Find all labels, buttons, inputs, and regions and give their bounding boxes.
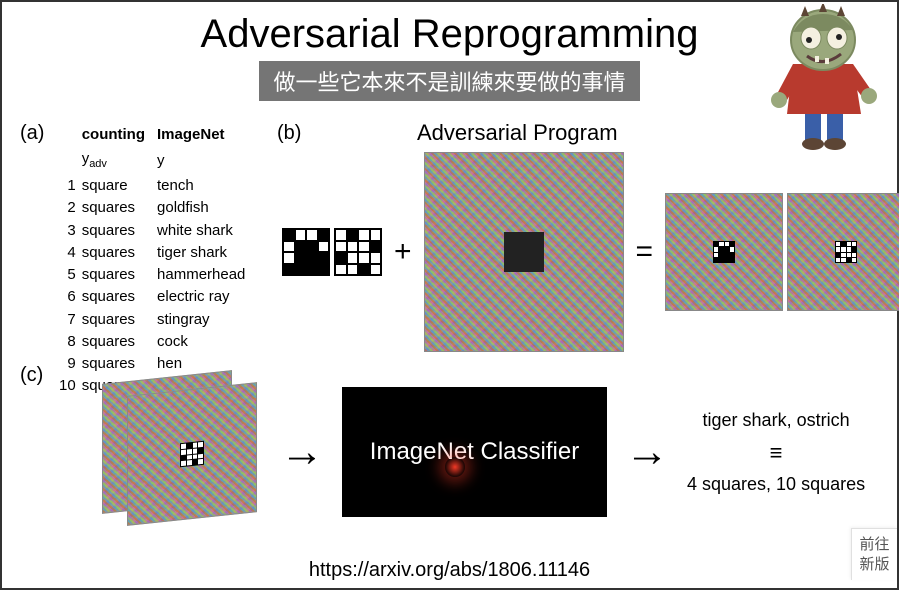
equiv-symbol: ≡ — [687, 434, 865, 471]
zombie-icon — [753, 4, 893, 154]
classifier-box: ImageNet Classifier — [342, 387, 607, 517]
table-row: 4squarestiger shark — [59, 243, 245, 263]
plus-symbol: + — [392, 235, 414, 269]
input-grids — [282, 228, 382, 276]
result-image-2 — [787, 193, 899, 311]
col-counting: counting — [82, 125, 155, 147]
col-imagenet: ImageNet — [157, 125, 245, 147]
panel-c: → ImageNet Classifier → tiger shark, ost… — [102, 377, 865, 527]
table-row: 2squaresgoldfish — [59, 198, 245, 218]
bw-grid-1 — [282, 228, 330, 276]
table-row: 5squareshammerhead — [59, 265, 245, 285]
citation: https://arxiv.org/abs/1806.11146 — [2, 559, 897, 582]
subtitle: 做一些它本來不是訓練來要做的事情 — [259, 61, 639, 101]
table-row: 1squaretench — [59, 176, 245, 196]
bw-grid-2 — [334, 228, 382, 276]
table-row: 3squareswhite shark — [59, 221, 245, 241]
output-classes: tiger shark, ostrich — [687, 407, 865, 434]
table-row: 8squarescock — [59, 332, 245, 352]
panel-a-label: (a) — [20, 122, 44, 145]
program-center-hole — [504, 232, 544, 272]
counting-mapping-table: counting ImageNet yadv y 1squaretench2sq… — [57, 123, 247, 399]
output-counts: 4 squares, 10 squares — [687, 471, 865, 498]
combined-results — [665, 193, 899, 311]
arrow-icon: → — [625, 430, 669, 474]
mini-grid-2 — [835, 241, 857, 263]
classifier-text: ImageNet Classifier — [370, 438, 579, 466]
mini-grid-1 — [713, 241, 735, 263]
adversarial-program-image — [424, 152, 624, 352]
panel-c-label: (c) — [20, 364, 43, 387]
result-image-1 — [665, 193, 783, 311]
panel-b: + = — [282, 152, 899, 352]
adv-program-label: Adversarial Program — [417, 120, 618, 146]
cursor-highlight-icon — [445, 457, 465, 477]
corner-line2: 新版 — [859, 555, 889, 575]
table-row: 7squaresstingray — [59, 310, 245, 330]
citation-url[interactable]: https://arxiv.org/abs/1806.11146 — [309, 559, 590, 581]
stacked-grid-2 — [180, 441, 204, 468]
table-row: 6squareselectric ray — [59, 287, 245, 307]
stacked-card-front — [127, 382, 257, 526]
stacked-inputs — [102, 377, 262, 527]
equals-symbol: = — [634, 235, 656, 269]
panel-b-label: (b) — [277, 122, 301, 145]
classifier-output: tiger shark, ostrich ≡ 4 squares, 10 squ… — [687, 407, 865, 498]
corner-line1: 前往 — [859, 535, 889, 555]
corner-upgrade-button[interactable]: 前往 新版 — [851, 528, 897, 580]
arrow-icon: → — [280, 430, 324, 474]
